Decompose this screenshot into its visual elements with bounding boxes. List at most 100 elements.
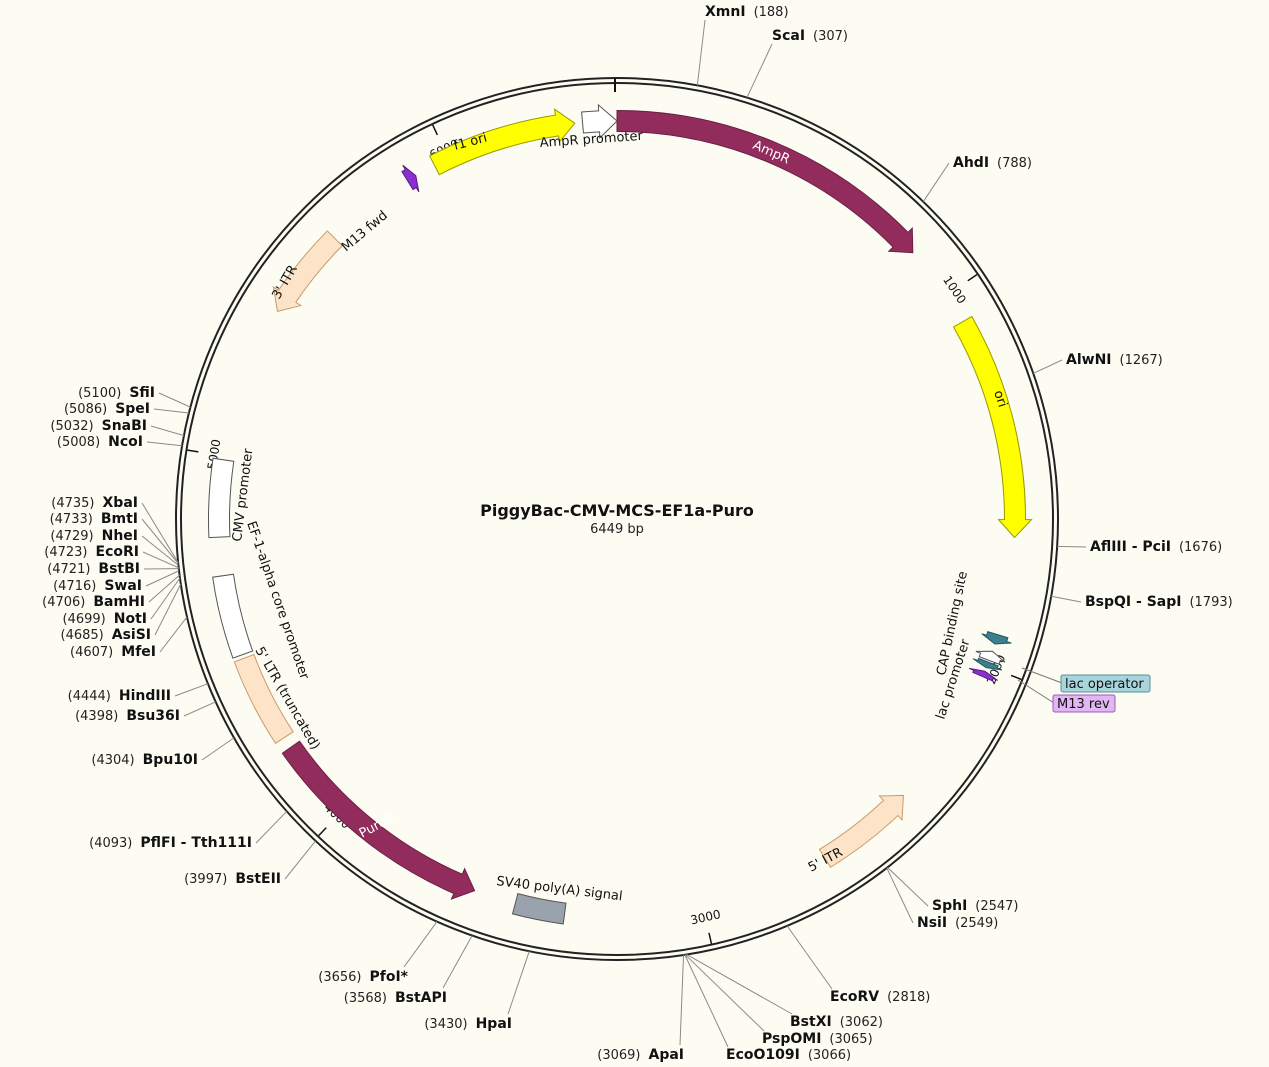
site-name-bmti: BmtI: [101, 511, 138, 527]
leader-spei: [153, 408, 189, 414]
site-pos-ecoo109i: (3066): [808, 1048, 851, 1063]
leader-pspomi: [684, 954, 765, 1032]
feature-cmv-promoter: [208, 457, 235, 539]
site-name-bsu36i: Bsu36I: [126, 708, 180, 724]
site-pos-bspqi-sapi: (1793): [1189, 595, 1232, 610]
site-alwni: AlwNI (1267): [1066, 352, 1163, 368]
label-sv40-polya: SV40 poly(A) signal: [496, 874, 624, 904]
site-name-alwni: AlwNI: [1066, 352, 1112, 368]
site-pos-mfei: (4607): [70, 645, 113, 660]
tick-mark-4000: [318, 827, 327, 837]
leader-hindiii: [174, 683, 209, 697]
site-name-snabi: SnaBI: [102, 418, 147, 434]
site-ecori: (4723) EcoRI: [44, 544, 139, 560]
leader-bstapi: [442, 935, 473, 989]
site-nhei: (4729) NheI: [50, 528, 138, 544]
site-xmni: XmnI (188): [705, 4, 789, 20]
feature-cap-binding-site: [981, 631, 1012, 645]
site-name-hpai: HpaI: [476, 1016, 512, 1032]
leader-bsteii: [284, 840, 316, 880]
site-name-spei: SpeI: [115, 401, 150, 417]
site-asisi: (4685) AsiSI: [61, 627, 152, 643]
site-name-pfoi: PfoI*: [370, 969, 409, 985]
site-name-bspqi-sapi: BspQI - SapI: [1085, 594, 1181, 610]
leader-snabi: [150, 425, 185, 437]
site-pos-hpai: (3430): [424, 1017, 467, 1032]
leader-sphi: [887, 867, 929, 907]
feature-lac-operator: [972, 657, 1003, 671]
site-pos-bmti: (4733): [50, 512, 93, 527]
leader-alwni: [1033, 359, 1063, 374]
site-bstbi: (4721) BstBI: [47, 561, 140, 577]
leader-bpu10i: [201, 737, 235, 761]
site-name-nsii: NsiI: [917, 915, 947, 931]
site-pos-asisi: (4685): [61, 628, 104, 643]
site-ecorv: EcoRV (2818): [830, 989, 930, 1005]
leader-ecoo109i: [684, 954, 729, 1048]
site-mfei: (4607) MfeI: [70, 644, 156, 660]
site-apai: (3069) ApaI: [597, 1047, 684, 1063]
tick-label-3000: 3000: [689, 907, 722, 927]
feature-ampr: [616, 109, 914, 254]
site-name-bstxi: BstXI: [790, 1014, 832, 1030]
tick-label-1000: 1000: [940, 273, 969, 306]
feature-sv40-poly-a-signal: [511, 892, 567, 925]
site-ecoo109i: EcoO109I (3066): [726, 1047, 851, 1063]
site-name-bstapi: BstAPI: [395, 990, 447, 1006]
m13-rev-badge: M13 rev: [1017, 679, 1116, 713]
leader-mfei: [159, 616, 188, 653]
site-xbai: (4735) XbaI: [51, 495, 138, 511]
tick-mark-6000: [432, 124, 439, 136]
leader-sfii: [158, 392, 191, 408]
leader-pfoi: [403, 921, 438, 968]
site-name-bstbi: BstBI: [98, 561, 140, 577]
site-pos-xmni: (188): [754, 5, 789, 20]
site-scai: ScaI (307): [772, 28, 848, 44]
site-pos-bsu36i: (4398): [75, 709, 118, 724]
site-name-sphi: SphI: [932, 898, 967, 914]
leader-bamhi: [148, 574, 180, 603]
label-ampr-promoter: AmpR promoter: [539, 129, 644, 151]
site-name-noti: NotI: [114, 611, 147, 627]
site-pos-nhei: (4729): [50, 529, 93, 544]
site-pspomi: PspOMI (3065): [762, 1031, 873, 1047]
site-nsii: NsiI (2549): [917, 915, 998, 931]
site-name-pflfi-tth111i: PflFI - Tth111I: [140, 835, 252, 851]
leader-noti: [150, 577, 181, 620]
site-name-xmni: XmnI: [705, 4, 746, 20]
site-spei: (5086) SpeI: [64, 401, 150, 417]
site-name-ahdi: AhdI: [953, 155, 989, 171]
site-bstapi: (3568) BstAPI: [344, 990, 447, 1006]
feature-3-itr: [272, 230, 343, 313]
site-pos-ncoi: (5008): [57, 435, 100, 450]
site-pos-pspomi: (3065): [829, 1032, 872, 1047]
site-sfii: (5100) SfiI: [78, 385, 155, 401]
leader-afliii-pcii: [1057, 545, 1087, 548]
feature-ampr-promoter: [581, 103, 618, 140]
m13-rev-badge-box: [1052, 694, 1116, 713]
site-name-apai: ApaI: [648, 1047, 684, 1063]
leader-ecorv: [786, 925, 833, 990]
site-pos-bstxi: (3062): [840, 1015, 883, 1030]
site-bmti: (4733) BmtI: [50, 511, 138, 527]
lac-operator-badge-box: [1060, 674, 1151, 693]
site-sphi: SphI (2547): [932, 898, 1019, 914]
site-hpai: (3430) HpaI: [424, 1016, 512, 1032]
feature-lac-promoter: [975, 650, 1006, 665]
site-bsteii: (3997) BstEII: [184, 871, 281, 887]
tick-mark-5000: [187, 449, 199, 453]
leader-ahdi: [922, 162, 950, 202]
label-ori: ori: [990, 389, 1009, 410]
feature-arcs: [208, 103, 1033, 925]
site-name-bsteii: BstEII: [235, 871, 281, 887]
site-pos-ecorv: (2818): [887, 990, 930, 1005]
site-pos-apai: (3069): [597, 1048, 640, 1063]
leader-bstxi: [686, 954, 793, 1015]
site-bpu10i: (4304) Bpu10I: [91, 752, 198, 768]
site-name-afliii-pcii: AflIII - PciI: [1090, 539, 1171, 555]
site-pos-bpu10i: (4304): [91, 753, 134, 768]
site-name-sfii: SfiI: [129, 385, 155, 401]
site-name-hindiii: HindIII: [119, 688, 171, 704]
site-pos-bstapi: (3568): [344, 991, 387, 1006]
